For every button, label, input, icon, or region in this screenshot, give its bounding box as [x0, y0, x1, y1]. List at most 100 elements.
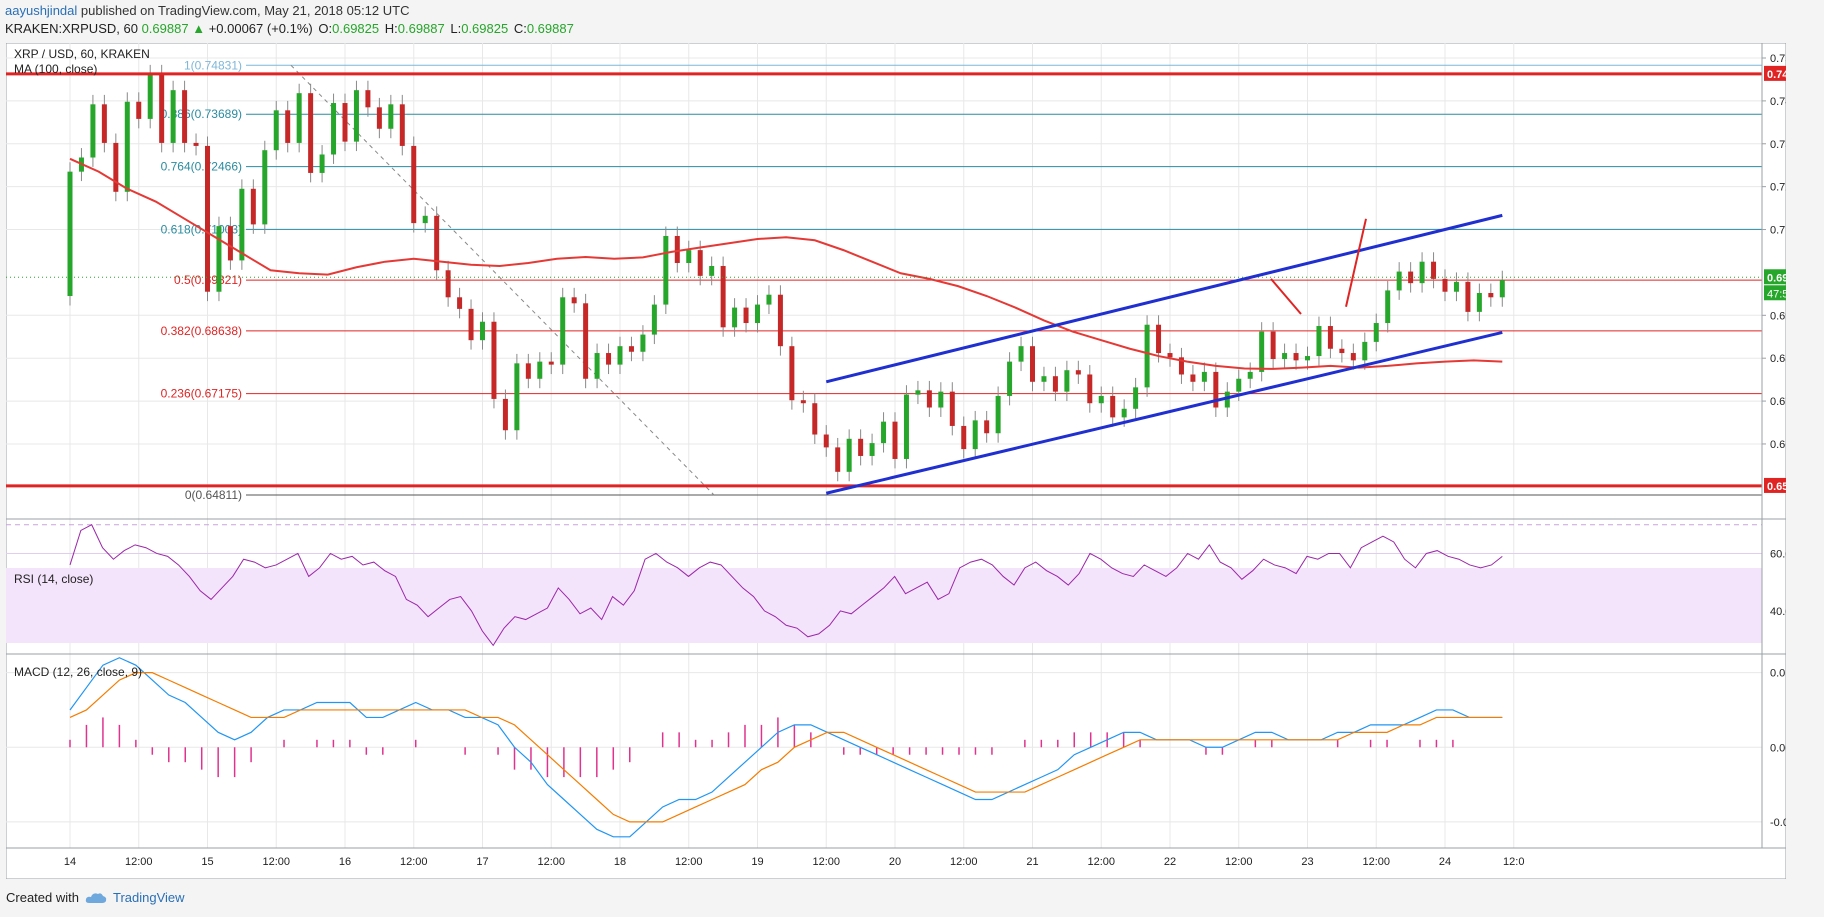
candle-body — [353, 90, 359, 142]
macd-tick-label: 0.000 — [1770, 742, 1786, 754]
candle-body — [239, 188, 245, 261]
low-label: L: — [450, 21, 462, 36]
candle-body — [1064, 370, 1070, 392]
candle-body — [480, 321, 485, 341]
candle-body — [903, 394, 909, 459]
candle-body — [159, 74, 165, 143]
last-price: 0.69887 — [141, 21, 189, 36]
candle-body — [1018, 346, 1024, 362]
candle-body — [686, 250, 692, 263]
candle-body — [1327, 326, 1333, 349]
candle-body — [869, 443, 875, 456]
annotations[interactable] — [6, 72, 1762, 495]
candle-body — [445, 270, 451, 298]
x-tick-label: 12:00 — [400, 856, 428, 868]
candle-body — [961, 425, 967, 450]
candle-body — [193, 142, 199, 146]
close-label: C: — [513, 21, 527, 36]
candle-body — [823, 434, 829, 448]
candle-body — [1362, 341, 1368, 361]
candle-body — [1156, 324, 1162, 354]
candle-body — [617, 346, 623, 365]
macd-line — [69, 657, 1503, 838]
candle-body — [1385, 290, 1391, 324]
candle-body — [1007, 361, 1013, 396]
tradingview-cloud-icon[interactable] — [85, 892, 107, 904]
candle-body — [457, 297, 463, 309]
candle-body — [67, 171, 73, 297]
candle-body — [1190, 374, 1196, 382]
x-tick-label: 17 — [476, 856, 488, 868]
x-tick-label: 12:0 — [1503, 856, 1524, 868]
x-tick-label: 23 — [1301, 856, 1313, 868]
x-tick-label: 12:00 — [675, 856, 703, 868]
candle-body — [216, 226, 222, 292]
candle-body — [777, 294, 783, 347]
x-tick-label: 12:00 — [812, 856, 840, 868]
level-price-label: 0.74630 — [1767, 69, 1786, 81]
open-label: O: — [318, 21, 333, 36]
candle-body — [124, 101, 130, 192]
ma-label: MA (100, close) — [14, 62, 97, 76]
author-link[interactable]: aayushjindal — [5, 3, 78, 18]
candle-body — [1087, 374, 1093, 404]
candle-body — [205, 145, 210, 292]
x-tick-label: 18 — [614, 856, 626, 868]
level-price-tag — [1764, 65, 1786, 81]
x-tick-label: 24 — [1439, 856, 1451, 868]
fibonacci-retracement[interactable]: 1(0.74831) 0.886(0.73689) 0.764(0.72466) 0.… — [161, 58, 1762, 502]
candle-body — [1499, 280, 1505, 298]
channel-line — [825, 331, 1503, 495]
price-chart[interactable]: 1(0.74831) 0.886(0.73689) 0.764(0.72466) 0.… — [6, 43, 1786, 879]
candle-body — [1213, 371, 1219, 408]
candle-body — [881, 421, 887, 444]
x-tick-label: 14 — [64, 856, 76, 868]
candle-body — [1293, 353, 1299, 361]
x-tick-label: 21 — [1026, 856, 1038, 868]
close-value: 0.69887 — [526, 21, 574, 36]
candle-body — [560, 297, 566, 365]
y-tick-label: 0.75000 — [1770, 53, 1786, 65]
candle-body — [1224, 391, 1230, 408]
candle-body — [548, 361, 554, 365]
rsi-tick-label: 40.0000 — [1770, 606, 1786, 618]
candle-body — [1144, 324, 1150, 388]
fib-level-label: 0.236(0.67175) — [161, 387, 242, 401]
candle-body — [227, 226, 233, 261]
y-tick-label: 0.68000 — [1770, 353, 1786, 365]
candle-body — [1339, 348, 1345, 354]
candle-body — [1282, 353, 1288, 360]
candle-body — [1453, 281, 1459, 292]
rsi-band — [6, 568, 1762, 643]
x-tick-label: 12:00 — [125, 856, 153, 868]
candle-body — [525, 363, 531, 379]
candle-body — [1465, 281, 1471, 312]
candle-body — [1259, 331, 1265, 372]
x-tick-label: 12:00 — [1225, 856, 1253, 868]
publish-info: aayushjindal published on TradingView.co… — [5, 3, 409, 18]
fib-level-label: 0.886(0.73689) — [161, 107, 242, 121]
candle-body — [1121, 408, 1127, 418]
candle-body — [468, 308, 474, 341]
candle-body — [376, 107, 382, 129]
candle-body — [182, 90, 188, 143]
level-price-label: 0.65021 — [1767, 481, 1786, 493]
candle-body — [628, 346, 634, 352]
candle-body — [537, 361, 543, 379]
candle-body — [1098, 395, 1104, 404]
candle-body — [835, 447, 841, 472]
candle-body — [1305, 356, 1310, 361]
candle-body — [1041, 376, 1047, 382]
rsi-line — [69, 524, 1503, 647]
candle-body — [1247, 371, 1253, 379]
candle-body — [663, 235, 669, 305]
candle-body — [1419, 261, 1425, 284]
footer: Created with TradingView — [6, 890, 185, 905]
fib-level-label: 0(0.64811) — [185, 488, 242, 502]
level-price-tag — [1764, 477, 1786, 493]
candle-body — [365, 90, 371, 108]
candle-body — [949, 391, 955, 426]
tradingview-link[interactable]: TradingView — [112, 890, 185, 905]
x-tick-label: 12:00 — [1362, 856, 1390, 868]
candle-body — [1030, 346, 1035, 382]
